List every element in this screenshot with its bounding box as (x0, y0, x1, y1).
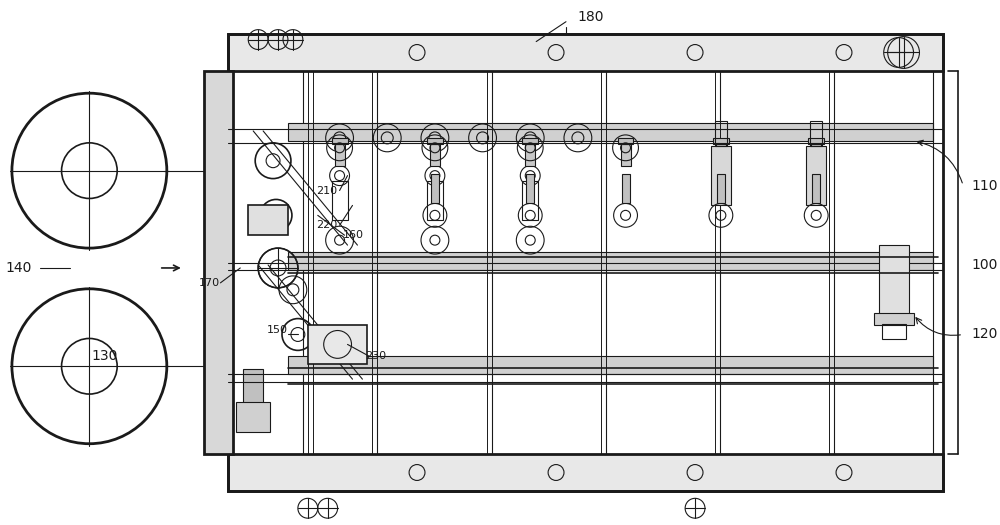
Bar (621, 144, 631, 166)
Bar (882, 323, 906, 340)
Bar (622, 174, 630, 203)
Bar (228, 454, 943, 491)
Text: 100: 100 (971, 258, 997, 272)
Bar (716, 144, 726, 166)
Bar (808, 138, 824, 144)
Bar (335, 144, 345, 166)
Bar (427, 181, 443, 220)
Bar (711, 146, 731, 205)
Text: 140: 140 (5, 261, 31, 275)
Bar (522, 138, 538, 144)
Bar (243, 369, 263, 404)
Bar (715, 121, 727, 146)
Text: 210: 210 (316, 185, 338, 195)
Bar (427, 138, 443, 144)
Text: 110: 110 (971, 178, 998, 193)
Bar (430, 144, 440, 166)
Bar (228, 34, 943, 71)
Bar (236, 402, 270, 432)
Text: 120: 120 (971, 328, 997, 341)
Bar (248, 205, 288, 235)
Bar (526, 174, 534, 203)
Bar (717, 174, 725, 203)
Text: 230: 230 (365, 351, 387, 361)
Bar (618, 138, 633, 144)
Bar (332, 138, 348, 144)
Bar (288, 356, 933, 374)
Bar (288, 252, 933, 270)
Bar (332, 181, 348, 220)
Bar (308, 324, 367, 364)
Bar (522, 181, 538, 220)
Bar (288, 123, 933, 141)
Bar (431, 174, 439, 203)
Bar (228, 34, 943, 491)
Text: 130: 130 (91, 349, 117, 363)
Text: 160: 160 (343, 230, 364, 240)
Bar (806, 146, 826, 205)
Text: 180: 180 (578, 10, 604, 24)
Bar (810, 121, 822, 146)
Text: 220: 220 (316, 220, 338, 230)
Text: 170: 170 (199, 278, 220, 288)
Text: 150: 150 (267, 324, 288, 334)
Bar (879, 245, 909, 314)
Bar (811, 144, 821, 166)
Bar (525, 144, 535, 166)
Bar (204, 71, 233, 454)
Bar (812, 174, 820, 203)
Bar (713, 138, 729, 144)
Bar (874, 313, 914, 324)
